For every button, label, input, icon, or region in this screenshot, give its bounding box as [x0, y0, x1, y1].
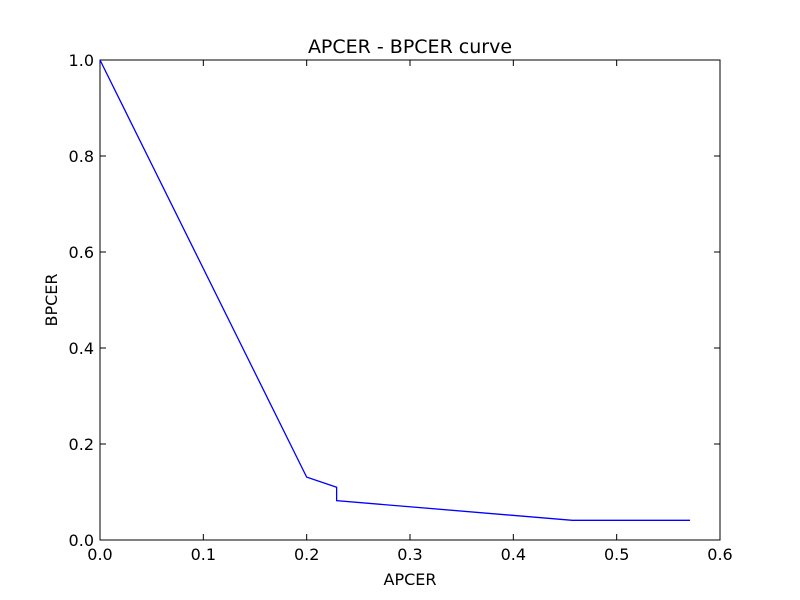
y-axis-label: BPCER [42, 273, 61, 326]
axis-tick-labels: 0.0 0.1 0.2 0.3 0.4 0.5 0.6 0.0 0.2 0.4 0.6 0.8 1.0 [69, 51, 733, 564]
plot-frame [99, 59, 721, 541]
y-tick-label: 0.8 [69, 147, 94, 166]
x-axis-label: APCER [384, 570, 437, 589]
plot-area: 0.0 0.1 0.2 0.3 0.4 0.5 0.6 0.0 0.2 0.4 0.6 0.8 1.0 [69, 51, 733, 564]
x-tick-label: 0.0 [87, 545, 112, 564]
x-tick-label: 0.5 [604, 545, 629, 564]
series-group [99, 59, 691, 521]
axis-ticks [99, 59, 721, 541]
y-tick-label: 1.0 [69, 51, 94, 70]
x-tick-label: 0.4 [501, 545, 526, 564]
series-line [99, 59, 691, 521]
x-tick-label: 0.3 [397, 545, 422, 564]
y-tick-label: 0.4 [69, 339, 94, 358]
y-tick-label: 0.6 [69, 243, 94, 262]
chart-title: APCER - BPCER curve [308, 36, 512, 58]
y-tick-label: 0.0 [69, 531, 94, 550]
x-tick-label: 0.6 [707, 545, 732, 564]
x-tick-label: 0.2 [294, 545, 319, 564]
y-tick-label: 0.2 [69, 435, 94, 454]
x-tick-label: 0.1 [191, 545, 216, 564]
